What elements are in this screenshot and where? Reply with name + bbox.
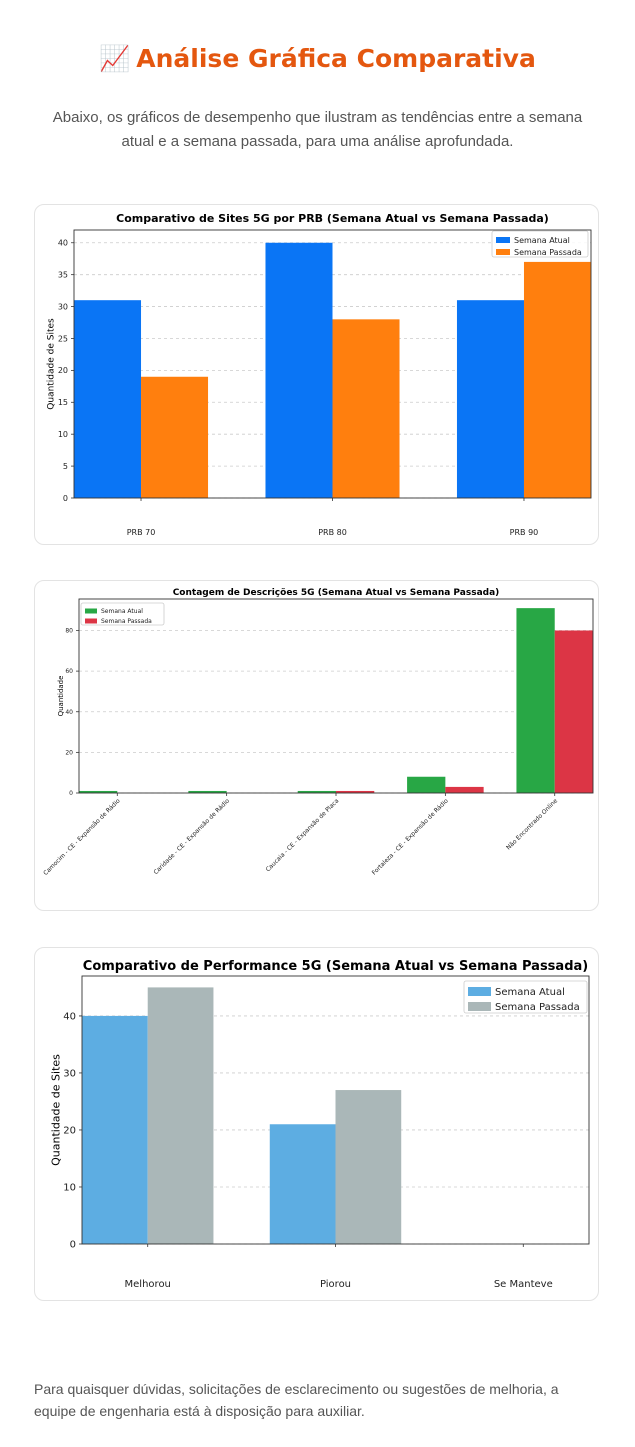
x-tick-label: Camocim - CE - Expansão de Rádio (42, 797, 122, 877)
chart-card-prb: Comparativo de Sites 5G por PRB (Semana … (34, 204, 599, 545)
y-tick-label: 10 (63, 1182, 76, 1193)
bar (516, 608, 555, 793)
y-tick-label: 60 (65, 668, 73, 675)
page-title-text: Análise Gráfica Comparativa (136, 44, 536, 73)
chart-card-descricoes: Contagem de Descrições 5G (Semana Atual … (34, 580, 599, 911)
chart-card-performance: Comparativo de Performance 5G (Semana At… (34, 947, 599, 1301)
intro-text: Abaixo, os gráficos de desempenho que il… (52, 109, 583, 150)
chart-svg: Comparativo de Performance 5G (Semana At… (49, 959, 590, 1290)
y-tick-label: 20 (63, 1125, 76, 1136)
x-tick-label: Não Encontrado Online (505, 797, 559, 851)
legend-swatch (496, 237, 510, 243)
legend-box (491, 230, 589, 258)
bar (335, 1090, 402, 1244)
chart-increasing-icon: 📈 (99, 44, 131, 73)
legend-swatch (496, 249, 510, 255)
y-tick-label: 5 (63, 462, 68, 471)
legend-label: Semana Passada (101, 618, 152, 625)
legend-swatch (85, 608, 97, 614)
bar (523, 261, 591, 498)
x-tick-label: Caucaia - CE - Expansão de Placa (265, 797, 341, 873)
y-tick-label: 35 (58, 270, 68, 279)
y-tick-label: 25 (58, 334, 68, 343)
y-tick-label: 40 (58, 239, 68, 248)
legend-box (80, 602, 165, 626)
y-tick-label: 80 (65, 628, 73, 635)
bar (456, 300, 524, 498)
y-axis-label: Quantidade de Sites (49, 1054, 62, 1166)
bar (336, 790, 375, 793)
y-tick-label: 40 (63, 1011, 76, 1022)
bar (297, 790, 336, 793)
y-tick-label: 30 (58, 302, 68, 311)
plot-frame (73, 229, 592, 499)
plot-frame (78, 598, 594, 794)
legend-label: Semana Atual (495, 987, 565, 998)
x-tick-label: Fortaleza - CE - Expansão de Rádio (371, 797, 450, 876)
x-tick-label: Caridade - CE - Expansão de Rádio (152, 797, 231, 876)
y-tick-label: 15 (58, 398, 68, 407)
legend-label: Semana Atual (101, 608, 143, 615)
bar (269, 1124, 336, 1244)
chart-title: Contagem de Descrições 5G (Semana Atual … (173, 588, 500, 598)
bar (79, 790, 118, 793)
y-tick-label: 40 (65, 709, 73, 716)
legend-swatch (468, 987, 491, 996)
legend-swatch (468, 1002, 491, 1011)
x-tick-label: Melhorou (125, 1279, 171, 1290)
y-tick-label: 0 (70, 1240, 76, 1251)
bar (445, 786, 484, 793)
bar (147, 987, 214, 1244)
legend-box (463, 980, 588, 1014)
y-tick-label: 20 (58, 366, 68, 375)
bar (407, 776, 446, 793)
bar (141, 376, 209, 498)
y-tick-label: 10 (58, 430, 68, 439)
y-axis-label: Quantidade de Sites (47, 318, 57, 410)
chart-svg: Contagem de Descrições 5G (Semana Atual … (42, 588, 594, 877)
bar (554, 630, 593, 793)
y-tick-label: 20 (65, 749, 73, 756)
x-tick-label: Se Manteve (494, 1279, 553, 1290)
legend-label: Semana Passada (514, 248, 582, 257)
plot-frame (81, 975, 590, 1245)
chart-title: Comparativo de Sites 5G por PRB (Semana … (116, 212, 549, 225)
bar (332, 319, 400, 498)
x-tick-label: PRB 80 (318, 528, 347, 537)
page-title: 📈 Análise Gráfica Comparativa (0, 44, 635, 74)
y-tick-label: 0 (69, 790, 73, 797)
chart-svg: Comparativo de Sites 5G por PRB (Semana … (47, 212, 592, 537)
bar (188, 790, 227, 793)
y-tick-label: 0 (63, 494, 68, 503)
legend-label: Semana Atual (514, 236, 570, 245)
x-tick-label: PRB 90 (510, 528, 539, 537)
legend-label: Semana Passada (495, 1002, 580, 1013)
footer-text: Para quaisquer dúvidas, solicitações de … (34, 1381, 559, 1419)
bar (82, 1015, 148, 1244)
y-tick-label: 30 (63, 1068, 76, 1079)
bar (265, 242, 333, 498)
chart-title: Comparativo de Performance 5G (Semana At… (83, 959, 588, 974)
legend-swatch (85, 618, 97, 624)
bar (74, 300, 142, 498)
x-tick-label: PRB 70 (127, 528, 156, 537)
x-tick-label: Piorou (320, 1279, 351, 1290)
y-axis-label: Quantidade (57, 676, 65, 717)
